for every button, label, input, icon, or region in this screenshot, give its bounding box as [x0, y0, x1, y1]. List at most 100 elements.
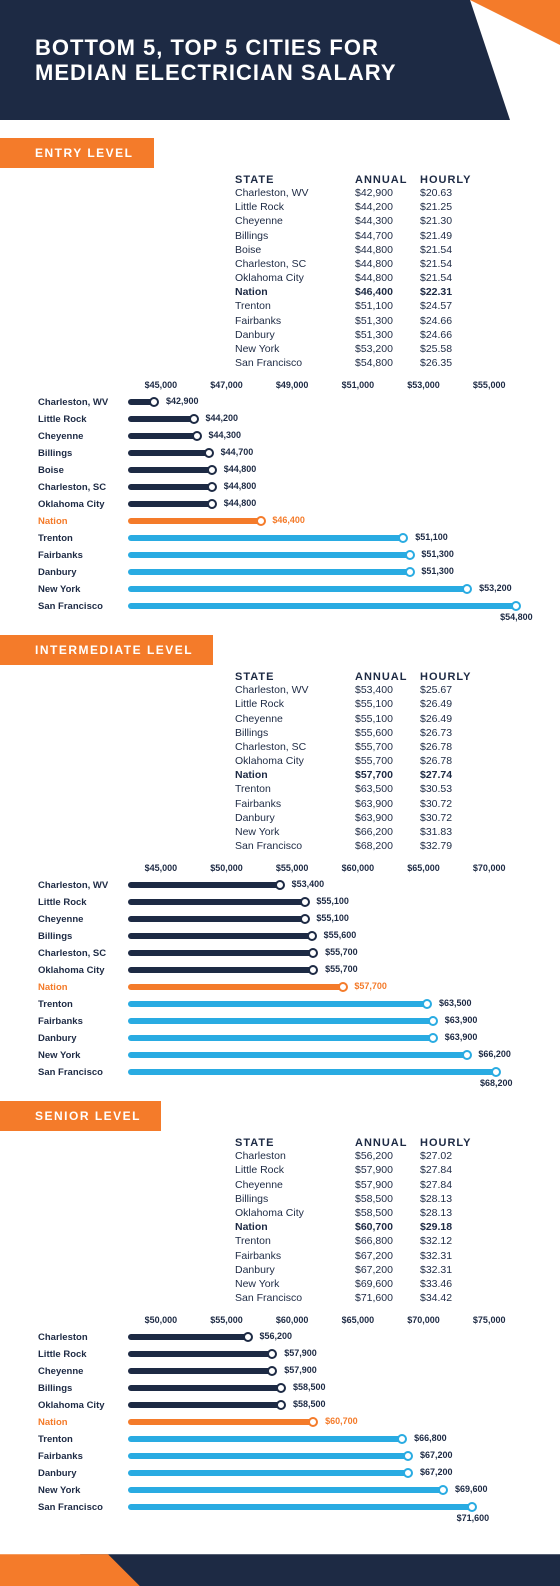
cell-state: Charleston, WV: [235, 186, 355, 200]
chart-row: San Francisco $71,600: [38, 1499, 522, 1516]
bar-value: $69,600: [455, 1484, 488, 1494]
bar-track: $44,200: [128, 411, 522, 428]
level-bar: ENTRY LEVEL: [0, 138, 560, 168]
cell-state: Fairbanks: [235, 797, 355, 811]
cell-annual: $51,300: [355, 328, 420, 342]
bar-dot: [308, 965, 318, 975]
infographic-wrapper: BOTTOM 5, TOP 5 CITIES FOR MEDIAN ELECTR…: [0, 0, 560, 1586]
bar-track: $55,100: [128, 911, 522, 928]
col-hourly: HOURLY: [420, 1137, 475, 1149]
axis-tick: $50,000: [194, 863, 260, 873]
bar-value: $58,500: [293, 1399, 326, 1409]
cell-state: Trenton: [235, 782, 355, 796]
bar-value: $57,900: [284, 1365, 317, 1375]
table-row: New York $69,600 $33.46: [235, 1277, 522, 1291]
bar-value: $66,200: [478, 1049, 511, 1059]
bar-label: Charleston, SC: [38, 482, 128, 493]
col-hourly: HOURLY: [420, 671, 475, 683]
bar-fill: [128, 552, 410, 558]
bar-label: Fairbanks: [38, 1016, 128, 1027]
table-row: Little Rock $55,100 $26.49: [235, 697, 522, 711]
bar-fill: [128, 933, 312, 939]
bar-dot: [189, 414, 199, 424]
table-row: Little Rock $44,200 $21.25: [235, 200, 522, 214]
bar-dot: [428, 1016, 438, 1026]
cell-hourly: $21.54: [420, 257, 475, 271]
bar-dot: [300, 914, 310, 924]
bar-track: $51,100: [128, 530, 522, 547]
bar-value: $67,200: [420, 1450, 453, 1460]
bar-value: $42,900: [166, 396, 199, 406]
bar-label: Oklahoma City: [38, 965, 128, 976]
cell-annual: $44,700: [355, 229, 420, 243]
axis-tick: $65,000: [325, 1315, 391, 1325]
bar-fill: [128, 1351, 272, 1357]
cell-state: San Francisco: [235, 356, 355, 370]
bar-label: Little Rock: [38, 897, 128, 908]
bar-fill: [128, 967, 313, 973]
bar-dot: [308, 1417, 318, 1427]
cell-state: San Francisco: [235, 839, 355, 853]
bar-fill: [128, 1069, 496, 1075]
header: BOTTOM 5, TOP 5 CITIES FOR MEDIAN ELECTR…: [0, 0, 560, 130]
bar-dot: [204, 448, 214, 458]
chart-row: Oklahoma City $58,500: [38, 1397, 522, 1414]
table-row: Trenton $51,100 $24.57: [235, 299, 522, 313]
bar-fill: [128, 433, 197, 439]
bar-value: $55,700: [325, 964, 358, 974]
cell-annual: $58,500: [355, 1192, 420, 1206]
bar-track: $58,500: [128, 1397, 522, 1414]
cell-state: Charleston: [235, 1149, 355, 1163]
bar-label: New York: [38, 1485, 128, 1496]
bar-value: $44,700: [221, 447, 254, 457]
bar-fill: [128, 1001, 427, 1007]
col-annual: ANNUAL: [355, 671, 420, 683]
cell-state: New York: [235, 1277, 355, 1291]
cell-annual: $57,700: [355, 768, 420, 782]
cell-annual: $51,100: [355, 299, 420, 313]
bar-track: $53,200: [128, 581, 522, 598]
chart-row: Danbury $63,900: [38, 1030, 522, 1047]
bar-track: $56,200: [128, 1329, 522, 1346]
chart-row: New York $53,200: [38, 581, 522, 598]
bar-fill: [128, 1385, 281, 1391]
bar-label: Billings: [38, 448, 128, 459]
cell-state: Little Rock: [235, 200, 355, 214]
cell-hourly: $31.83: [420, 825, 475, 839]
chart-row: Oklahoma City $44,800: [38, 496, 522, 513]
cell-annual: $67,200: [355, 1263, 420, 1277]
chart-row: Billings $44,700: [38, 445, 522, 462]
chart-row: Little Rock $55,100: [38, 894, 522, 911]
bar-track: $57,900: [128, 1346, 522, 1363]
bar-value: $71,600: [457, 1513, 490, 1523]
table-row: Cheyenne $57,900 $27.84: [235, 1178, 522, 1192]
bar-dot: [405, 550, 415, 560]
cell-state: Cheyenne: [235, 712, 355, 726]
cell-hourly: $24.57: [420, 299, 475, 313]
cell-hourly: $20.63: [420, 186, 475, 200]
chart-row: Cheyenne $55,100: [38, 911, 522, 928]
bar-track: $66,800: [128, 1431, 522, 1448]
bar-fill: [128, 1419, 313, 1425]
bar-value: $44,800: [224, 464, 257, 474]
table-row: Charleston, WV $42,900 $20.63: [235, 186, 522, 200]
cell-hourly: $25.58: [420, 342, 475, 356]
cell-hourly: $27.84: [420, 1163, 475, 1177]
chart-row: Trenton $51,100: [38, 530, 522, 547]
bar-track: $55,700: [128, 945, 522, 962]
bar-value: $55,600: [324, 930, 357, 940]
axis-tick: $45,000: [128, 380, 194, 390]
bar-dot: [405, 567, 415, 577]
bar-label: Danbury: [38, 1468, 128, 1479]
bar-label: Fairbanks: [38, 550, 128, 561]
bar-label: Trenton: [38, 1434, 128, 1445]
bar-track: $53,400: [128, 877, 522, 894]
cell-annual: $66,200: [355, 825, 420, 839]
cell-hourly: $32.12: [420, 1234, 475, 1248]
cell-annual: $55,700: [355, 740, 420, 754]
bar-fill: [128, 467, 212, 473]
bar-label: Danbury: [38, 567, 128, 578]
bar-track: $46,400: [128, 513, 522, 530]
table-row: Danbury $67,200 $32.31: [235, 1263, 522, 1277]
table-row: Boise $44,800 $21.54: [235, 243, 522, 257]
